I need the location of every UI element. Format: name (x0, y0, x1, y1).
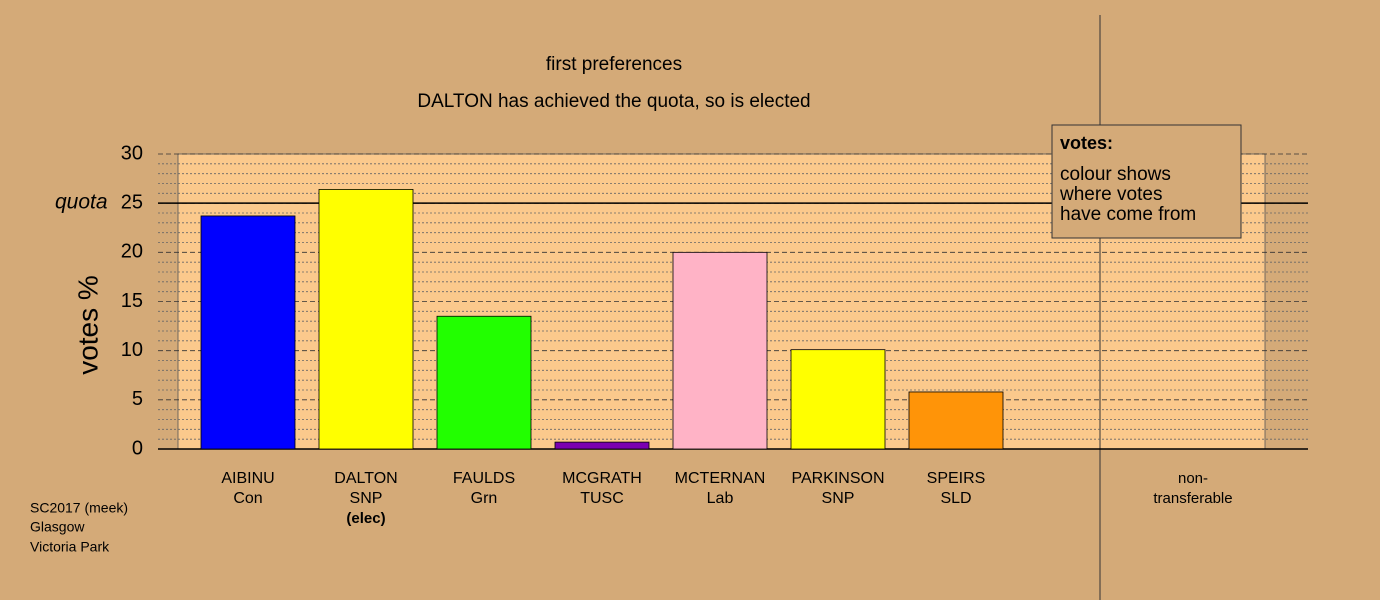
x-tick-label: DALTON (334, 470, 397, 487)
plot: 0 5 10 15 20 25 30 quota AIBINU Con DALTON SNP (elec… (55, 142, 1308, 527)
y-tick-label: 25 (121, 191, 143, 213)
y-tick-label: 15 (121, 290, 143, 312)
legend-box (1051, 124, 1242, 239)
y-tick-label: 5 (132, 388, 143, 410)
x-tick-label: MCGRATH (562, 470, 642, 487)
x-tick-label: (elec) (346, 510, 385, 527)
x-tick-label: SLD (940, 490, 971, 507)
y-tick-label: 0 (132, 437, 143, 459)
bar (790, 349, 886, 450)
chart-title: first preferences (546, 54, 682, 75)
x-tick-label: SNP (822, 490, 855, 507)
y-tick-label: 10 (121, 339, 143, 361)
legend-text: where votes (1059, 184, 1162, 205)
bar (672, 251, 768, 450)
x-tick-label: non- (1178, 470, 1208, 487)
chart-subtitle: DALTON has achieved the quota, so is ele… (417, 91, 810, 112)
x-tick-label: SPEIRS (927, 470, 986, 487)
footer-text: SC2017 (meek) (30, 500, 128, 516)
x-tick-label: Lab (707, 490, 734, 507)
bar (554, 441, 650, 450)
y-tick-label: 30 (121, 142, 143, 164)
bar (908, 391, 1004, 450)
x-tick-label: PARKINSON (791, 470, 884, 487)
x-tick-label: transferable (1153, 490, 1232, 507)
legend-title: votes: (1060, 133, 1113, 153)
bar (200, 215, 296, 450)
footer-text: Glasgow (30, 519, 85, 535)
quota-label: quota (55, 191, 108, 214)
y-axis-label: votes % (72, 275, 103, 375)
x-tick-label: MCTERNAN (675, 470, 766, 487)
bar (318, 188, 414, 450)
x-tick-label: Con (233, 490, 262, 507)
x-tick-label: FAULDS (453, 470, 515, 487)
legend-text: colour shows (1060, 164, 1171, 185)
x-tick-label: AIBINU (221, 470, 274, 487)
bar (436, 315, 532, 450)
x-tick-label: Grn (471, 490, 498, 507)
legend-text: have come from (1060, 204, 1196, 225)
x-tick-label: SNP (350, 490, 383, 507)
footer-text: Victoria Park (30, 539, 110, 555)
x-tick-label: TUSC (580, 490, 624, 507)
y-tick-label: 20 (121, 241, 143, 263)
